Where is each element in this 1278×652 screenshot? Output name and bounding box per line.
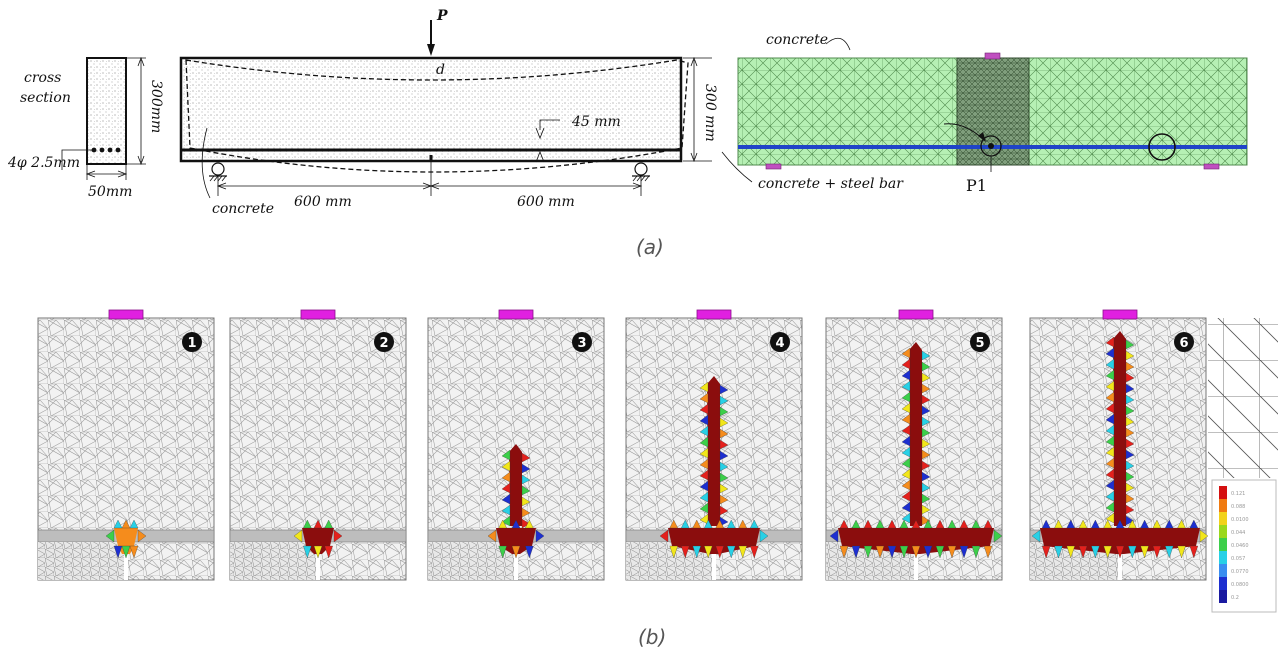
crack-pattern [293,519,343,559]
panel-notch [1118,542,1122,580]
legend-value: 0.0100 [1231,517,1249,523]
crack-pattern [105,519,147,559]
crack-stage-panel-2: 2 [229,309,407,581]
panel-load-pad [898,309,934,320]
stage-badge-label: 6 [1179,336,1188,351]
stage-badge-label: 1 [187,336,196,351]
legend-swatch [1219,551,1227,564]
cover-label: 45 mm [571,114,621,130]
panel-notch [514,542,518,580]
beam-rect [179,56,683,163]
mesh-model: P1 concrete concrete + steel bar [721,32,1248,195]
legend-value: 0.0770 [1231,569,1249,575]
stage-badge-label: 4 [775,336,784,351]
stage-badge-4 [770,332,790,352]
crack-stages: 1 2 3 4 5 6 [37,309,1209,581]
cross-section-height: 300mm [148,80,164,133]
cross-section-rect [86,57,127,165]
coarse-mesh-edge [1208,318,1278,478]
panel-notch [914,542,918,580]
legend-swatch [1219,564,1227,577]
legend-value: 0.2 [1231,595,1239,601]
beam-height: 300 mm [702,84,718,142]
legend-value: 0.057 [1231,556,1245,562]
legend-swatch [1219,499,1227,512]
crack-pattern [659,376,769,559]
crack-pattern [1031,331,1209,559]
crack-stage-panel-5: 5 [825,309,1003,581]
stage-badge-label: 5 [975,336,984,351]
color-legend: 0.121 0.088 0.0100 0.044 0.0460 0.057 0.0770 0.… [1211,479,1277,613]
stage-badge-label: 3 [577,336,586,351]
legend-swatch [1219,538,1227,551]
right-support [632,162,650,182]
load-pad [984,52,1001,60]
legend-value: 0.121 [1231,491,1245,497]
mesh-steel-label: concrete + steel bar [758,176,904,192]
legend-swatch [1219,577,1227,590]
legend-value: 0.088 [1231,504,1245,510]
p1-label: P1 [966,176,987,195]
span-right: 600 mm [517,194,575,210]
legend-value: 0.0800 [1231,582,1249,588]
cross-section: cross section 300mm 4φ 2.5mm 50mm [7,56,164,200]
panel-load-pad [1102,309,1138,320]
legend-value: 0.044 [1231,530,1245,536]
rebar-dots [91,147,121,153]
cross-section-bars: 4φ 2.5mm [7,155,80,171]
beam-concrete-label: concrete [212,201,274,217]
crack-pattern [829,342,1003,559]
stage-badge-5 [970,332,990,352]
panel-dense-zone [38,542,128,580]
legend-value: 0.0460 [1231,543,1249,549]
caption-b: (b) [638,625,666,649]
legend-swatch [1219,525,1227,538]
mesh-concrete-label: concrete [766,32,828,48]
steel-node-circle [1148,133,1176,161]
legend-swatch [1219,512,1227,525]
panel-notch [316,542,320,580]
panel-load-pad [300,309,336,320]
crack-stage-panel-3: 3 [427,309,605,581]
legend-swatch [1219,486,1227,499]
panel-load-pad [108,309,144,320]
stage-badge-6 [1174,332,1194,352]
left-support [209,162,227,182]
cross-section-title-1: cross [24,70,61,86]
crack-stage-panel-6: 6 [1029,309,1209,581]
cross-section-title-2: section [20,90,71,106]
cross-section-width: 50mm [88,184,132,200]
stage-badge-1 [182,332,202,352]
crack-stage-panel-1: 1 [37,309,215,581]
crack-pattern [487,444,545,559]
beam-elevation: P d 45 mm 300 mm 600 m [179,8,718,217]
stage-badge-3 [572,332,592,352]
support-pad-right [1203,163,1220,170]
panel-load-pad [696,309,732,320]
deformed-shape [185,59,689,173]
panel-notch [124,542,128,580]
deflection-label: d [436,62,445,78]
support-pad-left [765,163,782,170]
legend-swatch [1219,590,1227,603]
load-label: P [436,8,448,24]
span-left: 600 mm [294,194,352,210]
panel-notch [712,542,716,580]
stage-badge-label: 2 [379,336,388,351]
stage-badge-2 [374,332,394,352]
crack-stage-panel-4: 4 [625,309,803,581]
panel-load-pad [498,309,534,320]
caption-a: (a) [636,235,664,259]
